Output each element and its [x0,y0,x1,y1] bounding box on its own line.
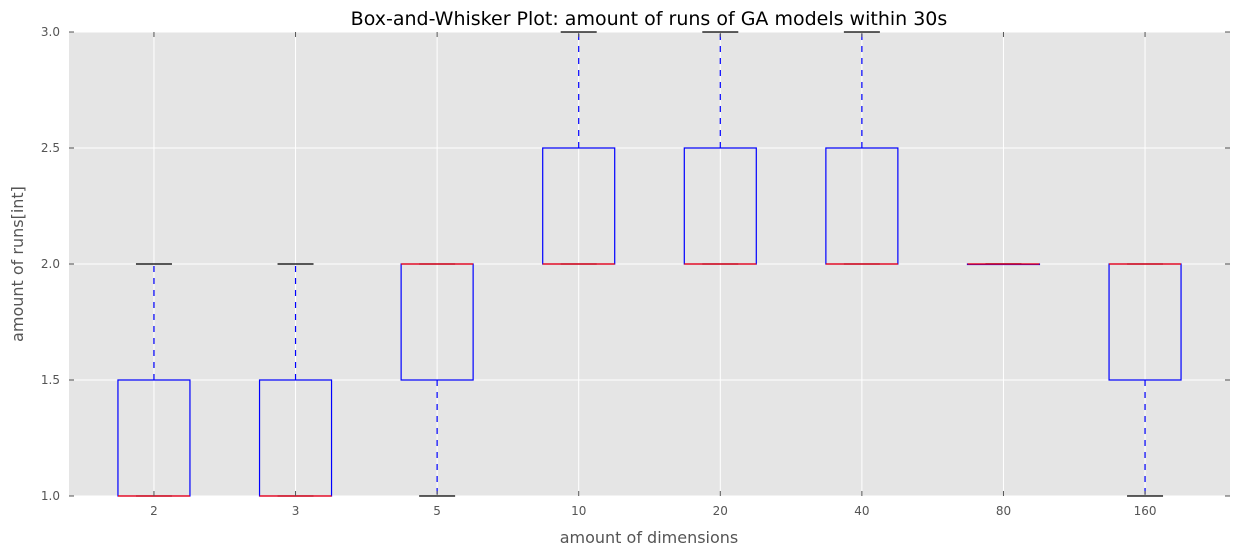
x-tick-label: 2 [150,504,158,518]
y-tick-label: 1.0 [41,489,60,503]
x-tick-label: 3 [292,504,300,518]
y-tick-label: 2.5 [41,141,60,155]
y-tick-label: 3.0 [41,25,60,39]
x-axis-label: amount of dimensions [560,528,739,547]
x-tick-label: 10 [571,504,586,518]
x-tick-label: 160 [1134,504,1157,518]
chart-title: Box-and-Whisker Plot: amount of runs of … [351,8,948,30]
boxes [117,31,1182,497]
x-tick-label: 40 [854,504,869,518]
y-tick-label: 2.0 [41,257,60,271]
x-tick-label: 80 [996,504,1011,518]
y-axis-label: amount of runs[int] [8,186,27,342]
box-160 [1108,263,1182,497]
box-80 [966,263,1041,266]
x-tick-label: 20 [713,504,728,518]
y-tick-label: 1.5 [41,373,60,387]
x-tick-label: 5 [433,504,441,518]
axis-ticks: 1.0 1.5 2.0 2.5 3.0 2 3 5 10 20 40 80 160 [41,25,1230,518]
box-10 [542,31,616,265]
